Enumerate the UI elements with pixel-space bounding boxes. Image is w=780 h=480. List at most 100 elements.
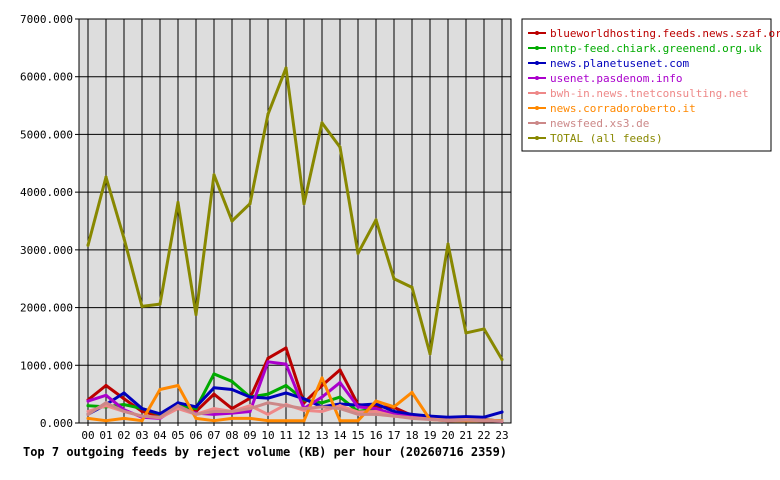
series-line-segment — [212, 173, 234, 223]
data-point — [122, 416, 126, 420]
legend-label: news.corradoroberto.it — [550, 102, 696, 115]
series-line-segment — [356, 399, 378, 423]
x-tick-label: 16 — [369, 429, 382, 442]
data-point — [338, 145, 342, 149]
data-point — [374, 407, 378, 411]
data-point — [356, 405, 360, 409]
series-line-segment — [248, 360, 270, 413]
series-line-segment — [284, 404, 306, 411]
series-line-segment — [140, 302, 162, 308]
series-line-segment — [320, 405, 342, 411]
data-point — [482, 327, 486, 331]
data-point — [248, 404, 252, 408]
data-point — [410, 390, 414, 394]
series-line-segment — [158, 401, 180, 416]
data-point — [104, 393, 108, 397]
series-line-segment — [86, 175, 108, 247]
data-point — [266, 392, 270, 396]
series-8 — [86, 66, 504, 362]
series-line-segment — [230, 407, 252, 413]
legend-label: bwh-in.news.tnetconsulting.net — [550, 87, 749, 100]
data-point — [338, 395, 342, 399]
series-line-segment — [248, 395, 270, 400]
data-point — [338, 368, 342, 372]
data-point — [122, 391, 126, 395]
data-point — [446, 419, 450, 423]
legend-swatch-dot — [535, 136, 539, 140]
data-point — [104, 419, 108, 423]
y-tick-label: 2000.000 — [20, 302, 73, 315]
series-line-segment — [212, 411, 234, 416]
series-line-segment — [104, 401, 126, 413]
data-point — [212, 419, 216, 423]
data-point — [320, 395, 324, 399]
x-tick-label: 02 — [117, 429, 130, 442]
x-tick-label: 09 — [243, 429, 256, 442]
x-tick-label: 10 — [261, 429, 274, 442]
data-point — [230, 409, 234, 413]
data-point — [140, 407, 144, 411]
x-tick-label: 18 — [405, 429, 418, 442]
series-line-segment — [374, 399, 396, 409]
data-point — [248, 409, 252, 413]
x-tick-label: 07 — [207, 429, 220, 442]
series-line-segment — [302, 121, 324, 206]
series-line-segment — [428, 242, 450, 356]
data-point — [176, 201, 180, 205]
series-line-segment — [194, 173, 216, 316]
data-point — [374, 412, 378, 416]
data-point — [212, 407, 216, 411]
data-point — [392, 405, 396, 409]
data-point — [86, 399, 90, 403]
data-point — [248, 202, 252, 206]
series-line-segment — [320, 121, 342, 149]
data-point — [464, 415, 468, 419]
legend-label: usenet.pasdenom.info — [550, 72, 682, 85]
legend-swatch-dot — [535, 121, 539, 125]
data-point — [338, 381, 342, 385]
series-line-segment — [464, 418, 486, 423]
series-line-segment — [104, 393, 126, 412]
data-point — [392, 409, 396, 413]
data-point — [338, 419, 342, 423]
data-point — [410, 412, 414, 416]
series-line-segment — [212, 416, 234, 423]
series-line-segment — [248, 401, 270, 411]
legend: blueworldhosting.feeds.news.szaf.org nntp… — [521, 18, 780, 152]
series-line-segment — [320, 376, 342, 423]
data-point — [302, 407, 306, 411]
data-point — [464, 418, 468, 422]
series-line-segment — [338, 404, 360, 414]
data-point — [140, 409, 144, 413]
x-tick-label: 11 — [279, 429, 292, 442]
x-tick-label: 23 — [495, 429, 508, 442]
series-line-segment — [122, 391, 144, 411]
legend-label: blueworldhosting.feeds.news.szaf.org — [550, 27, 780, 40]
plot-background — [78, 18, 512, 424]
series-line-segment — [356, 218, 378, 255]
y-tick-label: 5000.000 — [20, 128, 73, 141]
series-7 — [86, 401, 504, 423]
series-line-segment — [230, 396, 252, 411]
series-line-segment — [410, 390, 432, 422]
data-point — [230, 379, 234, 383]
data-point — [212, 409, 216, 413]
data-point — [302, 202, 306, 206]
series-line-segment — [104, 175, 126, 240]
data-point — [284, 404, 288, 408]
data-point — [212, 392, 216, 396]
series-line-segment — [482, 327, 504, 362]
series-line-segment — [428, 414, 450, 419]
x-tick-label: 15 — [351, 429, 364, 442]
series-lines — [86, 66, 504, 423]
data-point — [266, 401, 270, 405]
series-line-segment — [374, 407, 396, 416]
series-line-segment — [266, 360, 288, 366]
series-line-segment — [176, 201, 198, 316]
y-tick-label: 4000.000 — [20, 186, 73, 199]
data-point — [302, 419, 306, 423]
data-point — [500, 419, 504, 423]
data-point — [356, 412, 360, 416]
y-tick-label: 0.000 — [40, 417, 73, 430]
